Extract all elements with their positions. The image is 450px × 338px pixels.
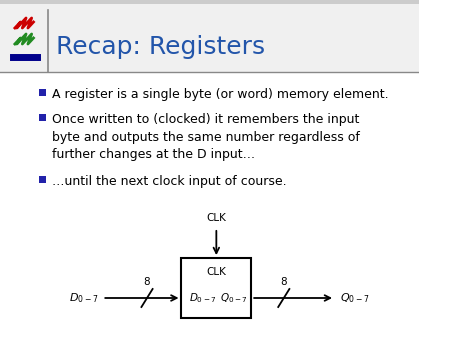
Text: $Q_{0-7}$: $Q_{0-7}$ [220, 291, 248, 305]
Bar [39, 176, 45, 183]
Text: $Q_{0-7}$: $Q_{0-7}$ [340, 291, 369, 305]
Bar [181, 258, 251, 318]
Text: $D_{0-7}$: $D_{0-7}$ [189, 291, 216, 305]
Text: 8: 8 [280, 277, 287, 287]
Text: A register is a single byte (or word) memory element.: A register is a single byte (or word) me… [52, 88, 389, 101]
Text: CLK: CLK [207, 213, 226, 223]
Text: CLK: CLK [207, 267, 226, 277]
Text: $D_{0-7}$: $D_{0-7}$ [69, 291, 99, 305]
Bar [39, 89, 45, 96]
Text: Once written to (clocked) it remembers the input
byte and outputs the same numbe: Once written to (clocked) it remembers t… [52, 113, 360, 161]
Bar [0, 0, 419, 4]
Text: …until the next clock input of course.: …until the next clock input of course. [52, 175, 287, 188]
Bar [39, 114, 45, 121]
Text: 8: 8 [144, 277, 150, 287]
Text: Recap: Registers: Recap: Registers [56, 35, 265, 59]
Bar [0, 4, 419, 72]
